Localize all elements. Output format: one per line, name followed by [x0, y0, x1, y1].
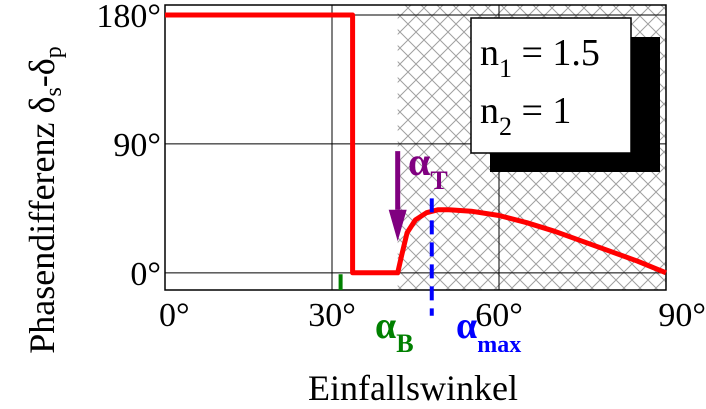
legend-entry: n2 = 1 [480, 90, 571, 141]
legend-entry: n1 = 1.5 [480, 32, 600, 83]
y-axis-label: Phasendifferenz δs-δp [22, 46, 67, 354]
alpha-T-subscript: T [430, 166, 447, 195]
legend-value: = 1.5 [512, 32, 600, 74]
x-axis-label: Einfallswinkel [308, 368, 518, 408]
x-tick-label: 90° [658, 297, 706, 334]
alpha-max-label: αmax [456, 305, 521, 358]
y-tick-label: 0° [130, 256, 161, 293]
x-tick-label: 0° [159, 297, 190, 334]
y-axis-label-mid: -δ [22, 58, 62, 87]
legend-value: = 1 [512, 90, 571, 132]
alpha-B-symbol: α [375, 305, 396, 347]
tick-labels: 0° 30° 60° 90° 0° 90° 180° [96, 0, 706, 334]
y-tick-label: 180° [96, 0, 161, 35]
legend-symbol: n [480, 32, 499, 74]
alpha-B-label: αB [375, 305, 414, 358]
data-series [165, 12, 667, 276]
alpha-T-symbol: α [408, 139, 430, 184]
legend-subscript: 1 [499, 54, 512, 83]
y-axis-label-main: Phasendifferenz δ [22, 97, 62, 354]
legend-subscript: 2 [499, 112, 512, 141]
x-tick-label: 60° [475, 297, 523, 334]
legend-symbol: n [480, 90, 499, 132]
y-tick-label: 90° [113, 127, 161, 164]
series-line [165, 12, 667, 276]
plot-frame [164, 4, 667, 291]
legend-box [470, 17, 632, 154]
y-axis-label-sub2: p [41, 46, 67, 58]
x-tick-label: 30° [308, 297, 356, 334]
legend: n1 = 1.5n2 = 1 [470, 17, 660, 172]
alpha-T-label: αT [408, 139, 448, 195]
alpha-T-arrow-head [388, 209, 407, 242]
alpha-max-subscript: max [477, 332, 521, 358]
alpha-B-subscript: B [396, 329, 413, 358]
y-axis-label-sub1: s [41, 87, 67, 96]
alpha-max-symbol: α [456, 305, 477, 347]
